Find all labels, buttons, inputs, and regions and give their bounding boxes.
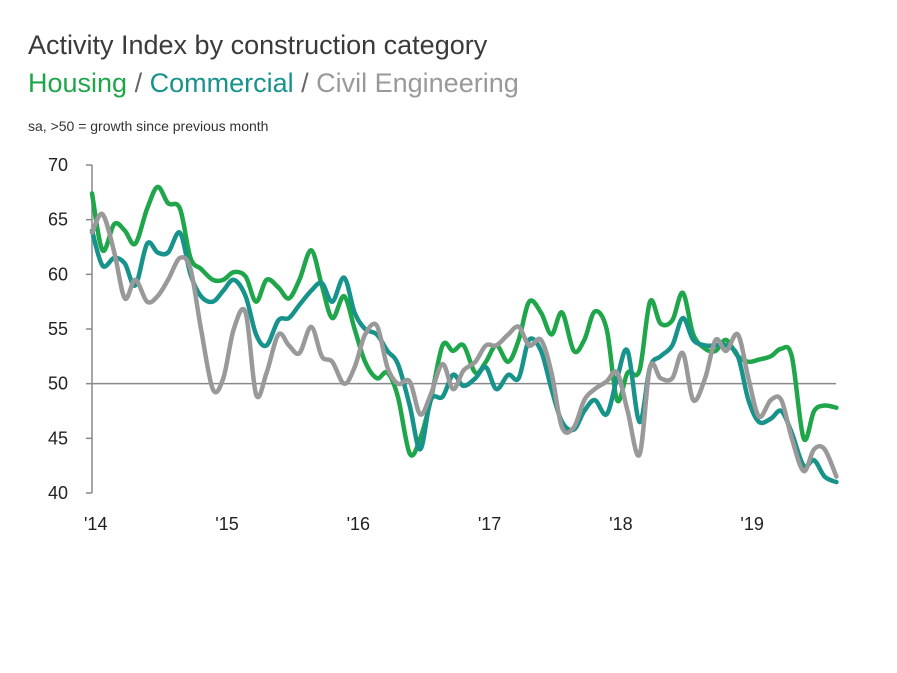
legend-housing: Housing [28, 68, 128, 98]
x-tick-label: '19 [740, 514, 763, 534]
y-tick-label: 45 [48, 428, 68, 448]
chart-axes: 40 45 50 55 60 65 70 '14 '15 '16 '17 '18 '19 [48, 155, 836, 534]
series-line-civil-engineering [89, 211, 839, 479]
y-tick-label: 65 [48, 210, 68, 230]
x-tick-label: '16 [347, 514, 370, 534]
chart-series [89, 184, 839, 485]
chart-note: sa, >50 = growth since previous month [28, 118, 269, 134]
chart-subtitle-legend: Housing / Commercial / Civil Engineering [28, 68, 519, 99]
y-tick-label: 55 [48, 319, 68, 339]
y-tick-label: 40 [48, 483, 68, 503]
y-tick-label: 50 [48, 374, 68, 394]
series-line-housing [89, 184, 839, 458]
legend-separator: / [293, 68, 317, 98]
y-tick-label: 70 [48, 155, 68, 175]
legend-commercial: Commercial [149, 68, 294, 98]
legend-separator: / [127, 68, 150, 98]
x-tick-label: '17 [478, 514, 501, 534]
legend-civil-engineering: Civil Engineering [316, 68, 519, 98]
x-tick-label: '14 [84, 514, 107, 534]
x-tick-label: '18 [609, 514, 632, 534]
x-tick-label: '15 [215, 514, 238, 534]
chart-title: Activity Index by construction category [28, 30, 488, 60]
y-tick-label: 60 [48, 264, 68, 284]
